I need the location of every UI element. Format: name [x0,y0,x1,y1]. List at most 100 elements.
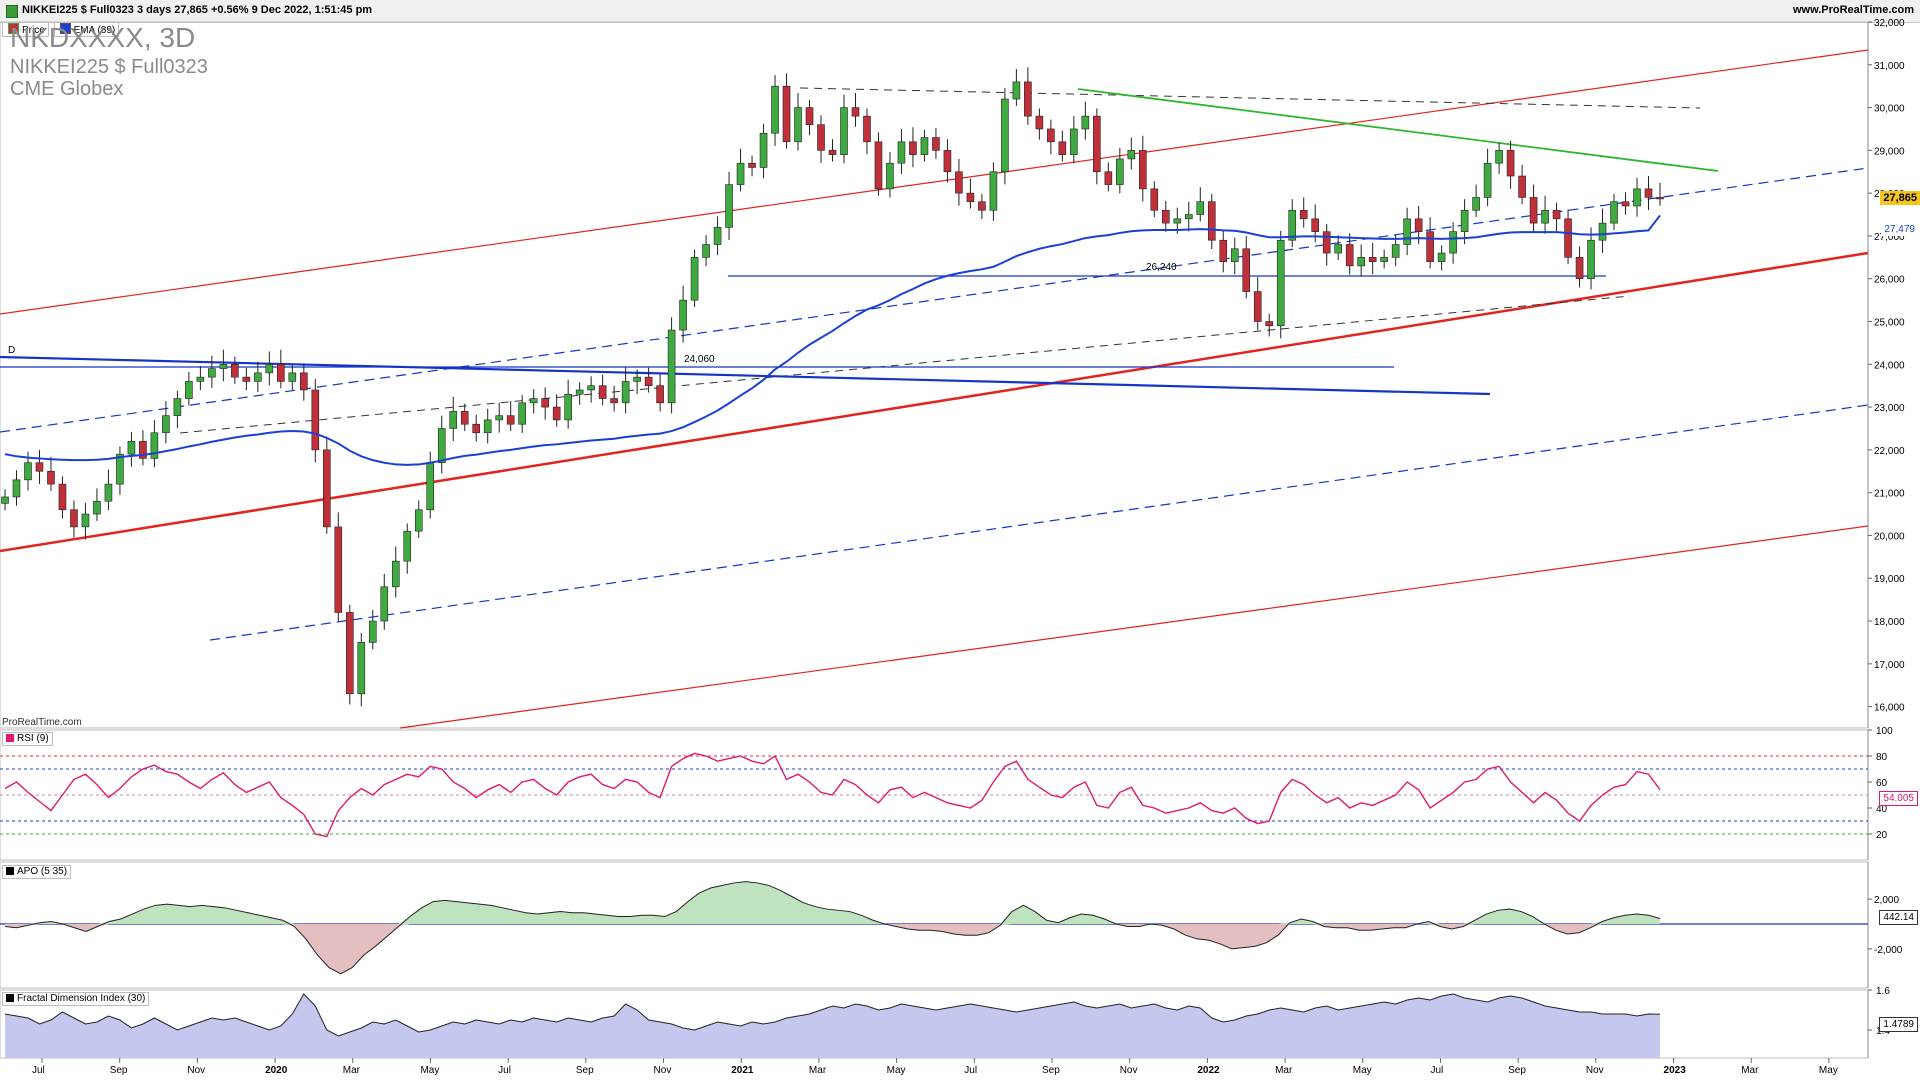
fdi-value-badge: 1.4789 [1879,1017,1918,1032]
candle [35,462,44,472]
candle [185,381,193,399]
rsi-y-tick-label: 20 [1876,830,1888,841]
symbol-title: NKDXXXX, 3D [10,22,196,53]
candle [598,385,607,399]
candle [955,171,963,194]
candle [529,398,538,404]
candle [1345,244,1354,267]
candle [483,419,492,434]
candle [1426,231,1434,262]
trend-line [0,49,1869,315]
candle [564,393,572,421]
candle [667,329,676,404]
candle [805,107,814,125]
candle [943,150,952,173]
site-link[interactable]: www.ProRealTime.com [1792,4,1914,16]
trend-line [799,87,1701,109]
y-tick-label: 32,000 [1874,18,1905,29]
candle [1024,81,1032,117]
candle [208,368,216,378]
y-tick-label: 18,000 [1874,617,1905,628]
candle [736,162,745,185]
candle [1414,218,1423,232]
candle [1288,209,1297,241]
candle [1081,115,1090,130]
candle [1357,257,1365,267]
candle [1529,197,1538,224]
candle [1449,231,1457,254]
x-tick-label: Jul [1430,1065,1443,1076]
candle [127,441,136,455]
x-tick-label: Jul [498,1065,511,1076]
candle [1552,209,1561,220]
apo-y-tick-label: 2,000 [1874,895,1899,906]
candle [1161,209,1170,224]
x-tick-label: 2023 [1664,1065,1687,1076]
x-tick-label: Nov [1586,1065,1604,1076]
candle [345,612,354,695]
candle [426,462,435,511]
candle [265,364,274,374]
candle [219,364,228,369]
y-tick-label: 29,000 [1874,146,1905,157]
candle [1403,218,1411,245]
candle [1184,214,1193,220]
apo-y-tick-label: -2,000 [1874,945,1903,956]
candle [403,530,412,562]
candle [81,513,90,528]
fdi-panel-label[interactable]: Fractal Dimension Index (30) [2,992,150,1006]
x-tick-label: Sep [1508,1065,1526,1076]
candle [460,411,469,425]
apo-positive-area [5,881,1660,924]
trend-line [179,295,1631,434]
fdi-y-tick-label: 1.6 [1876,986,1890,997]
candle [506,415,515,425]
rsi-y-tick-label: 40 [1876,804,1888,815]
candle [231,364,239,378]
candle [1541,209,1549,224]
ema-value-badge: 27,479 [1881,223,1918,236]
candle [1276,239,1285,327]
candle [139,441,147,459]
rsi-swatch-icon [6,734,14,742]
legend-ema[interactable]: EMA (89) [53,22,120,37]
candle [1207,201,1216,241]
apo-line [4,881,1661,975]
candle [1001,98,1009,173]
rsi-y-tick-label: 100 [1876,726,1893,737]
candle [989,171,998,211]
apo-title: APO (5 35) [17,866,68,877]
candle [610,398,618,404]
fdi-title: Fractal Dimension Index (30) [17,993,146,1004]
exchange-name: CME Globex [10,78,124,100]
x-tick-label: Mar [1275,1065,1293,1076]
rsi-panel-label[interactable]: RSI (9) [2,732,53,746]
rsi-y-tick-label: 60 [1876,778,1888,789]
candle [1127,150,1136,160]
candle [1495,150,1503,164]
candle [47,470,55,485]
y-tick-label: 27,000 [1874,232,1905,243]
apo-panel-label[interactable]: APO (5 35) [2,865,72,879]
level-label-26240: 26,240 [1146,262,1177,273]
candle [1368,257,1377,262]
candle [978,201,986,211]
chart-icon[interactable] [6,5,18,18]
y-tick-label: 22,000 [1874,446,1905,457]
candle [518,402,526,425]
y-tick-label: 21,000 [1874,489,1905,500]
label-d: D [8,345,15,356]
candle [254,372,262,382]
candle [886,162,894,190]
y-tick-label: 25,000 [1874,318,1905,329]
rsi-y-tick-label: 80 [1876,752,1888,763]
candle [380,586,389,622]
candle [1116,158,1124,185]
candle [1047,128,1055,143]
candle [1058,141,1067,155]
ema-line [4,214,1661,466]
candle [679,299,687,331]
legend-price-label: Price [22,25,45,36]
last-price-badge: 27,865 [1880,191,1920,205]
